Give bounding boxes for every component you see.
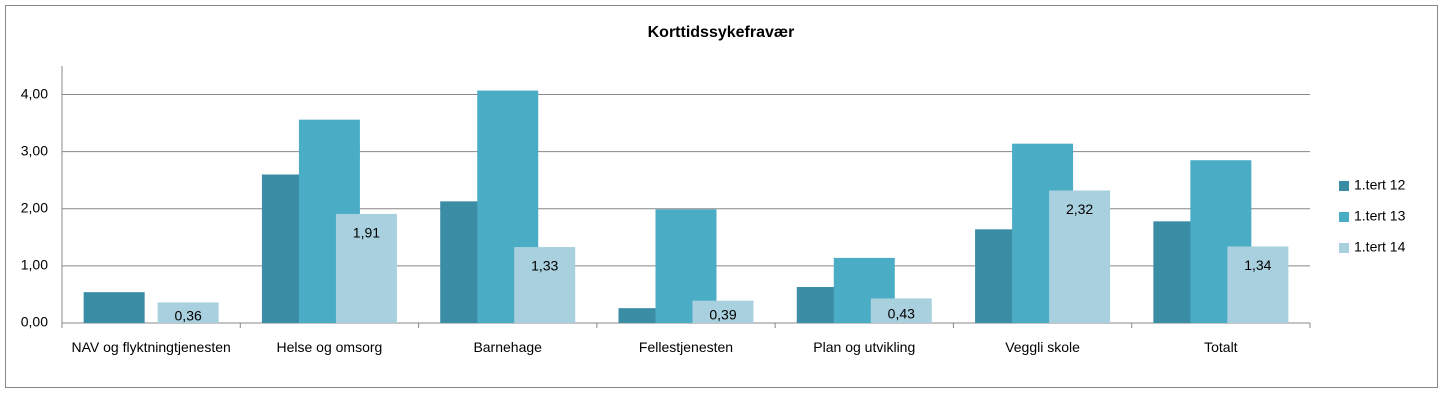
y-tick-label: 3,00 bbox=[21, 142, 48, 158]
bar bbox=[870, 298, 932, 323]
bar bbox=[157, 302, 219, 323]
legend-label: 1.tert 13 bbox=[1354, 208, 1406, 224]
data-label: 1,33 bbox=[531, 258, 558, 274]
legend-swatch bbox=[1339, 181, 1349, 191]
legend-swatch bbox=[1339, 212, 1349, 222]
x-tick-label: Barnehage bbox=[473, 339, 542, 355]
data-label: 1,34 bbox=[1244, 257, 1271, 273]
data-label: 2,32 bbox=[1066, 201, 1093, 217]
bar bbox=[1049, 190, 1111, 323]
y-tick-label: 4,00 bbox=[21, 85, 48, 101]
data-label: 1,91 bbox=[353, 225, 380, 241]
x-tick-label: NAV og flyktningtjenesten bbox=[71, 339, 231, 355]
legend-label: 1.tert 14 bbox=[1354, 239, 1406, 255]
bar bbox=[335, 213, 397, 323]
x-tick-label: Veggli skole bbox=[1005, 339, 1080, 355]
x-tick-label: Helse og omsorg bbox=[276, 339, 383, 355]
y-tick-label: 1,00 bbox=[21, 257, 48, 273]
bar bbox=[83, 292, 145, 323]
chart-title: Korttidssykefravær bbox=[648, 24, 795, 41]
data-label: 0,36 bbox=[175, 307, 202, 323]
y-tick-label: 0,00 bbox=[21, 314, 48, 330]
legend-label: 1.tert 12 bbox=[1354, 177, 1406, 193]
data-label: 0,39 bbox=[709, 307, 736, 323]
x-tick-label: Fellestjenesten bbox=[638, 339, 734, 355]
x-tick-label: Plan og utvikling bbox=[813, 339, 916, 355]
bar bbox=[514, 247, 576, 323]
bar bbox=[1227, 246, 1289, 323]
legend-swatch bbox=[1339, 243, 1349, 253]
data-label: 0,43 bbox=[888, 305, 915, 321]
x-tick-label: Totalt bbox=[1204, 339, 1238, 355]
bar bbox=[692, 300, 754, 323]
y-tick-label: 2,00 bbox=[21, 199, 48, 215]
